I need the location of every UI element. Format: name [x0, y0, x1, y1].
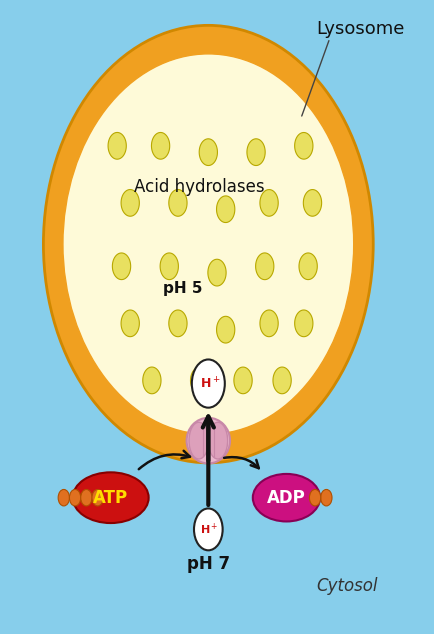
Polygon shape	[217, 196, 235, 223]
Polygon shape	[256, 253, 274, 280]
Polygon shape	[247, 139, 265, 165]
Ellipse shape	[43, 25, 373, 463]
FancyArrowPatch shape	[139, 451, 190, 469]
Polygon shape	[260, 190, 278, 216]
Polygon shape	[143, 367, 161, 394]
Text: pH 7: pH 7	[187, 555, 230, 573]
Ellipse shape	[73, 472, 148, 523]
Text: Acid hydrolases: Acid hydrolases	[135, 178, 265, 196]
Ellipse shape	[253, 474, 320, 521]
Polygon shape	[295, 133, 313, 159]
Polygon shape	[121, 310, 139, 337]
Circle shape	[309, 489, 321, 506]
Ellipse shape	[187, 418, 230, 463]
Polygon shape	[108, 133, 126, 159]
Polygon shape	[260, 310, 278, 337]
Polygon shape	[151, 133, 170, 159]
Circle shape	[69, 489, 81, 506]
Ellipse shape	[208, 422, 227, 459]
Circle shape	[194, 508, 223, 550]
Text: ATP: ATP	[93, 489, 128, 507]
Polygon shape	[191, 367, 209, 394]
Polygon shape	[169, 190, 187, 216]
Polygon shape	[303, 190, 322, 216]
Polygon shape	[160, 253, 178, 280]
Polygon shape	[199, 139, 217, 165]
Circle shape	[321, 489, 332, 506]
Polygon shape	[295, 310, 313, 337]
Polygon shape	[112, 253, 131, 280]
Ellipse shape	[63, 54, 354, 434]
Circle shape	[92, 489, 103, 506]
Circle shape	[58, 489, 69, 506]
Text: ADP: ADP	[267, 489, 306, 507]
Ellipse shape	[189, 422, 208, 459]
Text: H$^+$: H$^+$	[200, 376, 220, 391]
FancyArrowPatch shape	[224, 457, 259, 469]
Text: pH 5: pH 5	[162, 281, 202, 296]
Polygon shape	[273, 367, 291, 394]
Polygon shape	[121, 190, 139, 216]
Polygon shape	[169, 310, 187, 337]
Polygon shape	[208, 259, 226, 286]
Circle shape	[192, 359, 225, 408]
Text: Lysosome: Lysosome	[316, 20, 404, 37]
Polygon shape	[299, 253, 317, 280]
Text: H$^+$: H$^+$	[201, 522, 219, 537]
Polygon shape	[217, 316, 235, 343]
Text: Cytosol: Cytosol	[316, 578, 378, 595]
Polygon shape	[234, 367, 252, 394]
Circle shape	[81, 489, 92, 506]
